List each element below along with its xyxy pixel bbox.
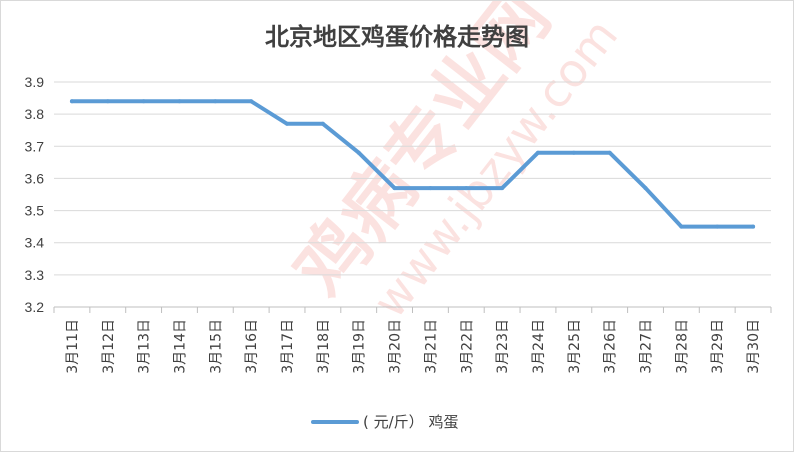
- y-tick-label: 3.5: [25, 203, 45, 219]
- data-point: [571, 150, 576, 155]
- x-tick-label: 3月16日: [244, 319, 260, 374]
- x-tick-label: 3月19日: [352, 319, 368, 374]
- series-layer: [69, 99, 756, 229]
- x-tick-label: 3月22日: [459, 319, 475, 374]
- data-point: [751, 224, 756, 229]
- gridlines: [53, 81, 772, 313]
- data-point: [213, 99, 218, 104]
- data-point: [320, 121, 325, 126]
- x-tick-label: 3月26日: [603, 319, 619, 374]
- y-tick-label: 3.3: [25, 267, 45, 283]
- x-tick-label: 3月24日: [531, 319, 547, 374]
- y-tick-label: 3.7: [25, 138, 45, 154]
- y-axis-ticks: 3.2 3.3 3.4 3.5 3.6 3.7 3.8 3.9: [25, 74, 45, 315]
- data-point: [679, 224, 684, 229]
- data-point: [500, 186, 505, 191]
- x-axis-ticks: 3月11日 3月12日 3月13日 3月14日 3月15日 3月16日 3月17日 3月18日…: [65, 319, 762, 374]
- data-point: [643, 186, 648, 191]
- y-tick-label: 3.2: [25, 299, 45, 315]
- x-tick-label: 3月30日: [746, 319, 762, 374]
- x-tick-label: 3月25日: [567, 319, 583, 374]
- data-point: [285, 121, 290, 126]
- chart-title: 北京地区鸡蛋价格走势图: [265, 23, 529, 51]
- x-tick-label: 3月13日: [137, 319, 153, 374]
- y-tick-label: 3.6: [25, 170, 45, 186]
- data-point: [177, 99, 182, 104]
- x-tick-label: 3月29日: [710, 319, 726, 374]
- data-point: [464, 186, 469, 191]
- data-point: [392, 186, 397, 191]
- x-tick-label: 3月12日: [101, 319, 117, 374]
- data-point: [249, 99, 254, 104]
- data-point: [141, 99, 146, 104]
- data-point: [69, 99, 74, 104]
- data-point: [356, 150, 361, 155]
- x-tick-label: 3月23日: [495, 319, 511, 374]
- data-point: [428, 186, 433, 191]
- x-tick-label: 3月28日: [674, 319, 690, 374]
- x-tick-label: 3月17日: [280, 319, 296, 374]
- series-line-0: [69, 99, 756, 229]
- x-tick-label: 3月14日: [172, 319, 188, 374]
- y-tick-label: 3.9: [25, 74, 45, 90]
- x-tick-label: 3月20日: [388, 319, 404, 374]
- legend: ( 元/斤） 鸡蛋: [311, 413, 458, 431]
- x-tick-label: 3月21日: [423, 319, 439, 374]
- x-tick-label: 3月15日: [208, 319, 224, 374]
- legend-label-eggs: ( 元/斤） 鸡蛋: [363, 413, 458, 431]
- y-tick-label: 3.8: [25, 106, 45, 122]
- x-tick-label: 3月18日: [316, 319, 332, 374]
- y-tick-label: 3.4: [25, 235, 45, 251]
- data-point: [607, 150, 612, 155]
- x-tick-label: 3月27日: [639, 319, 655, 374]
- x-tick-label: 3月11日: [65, 319, 81, 374]
- data-point: [105, 99, 110, 104]
- data-point: [535, 150, 540, 155]
- data-point: [715, 224, 720, 229]
